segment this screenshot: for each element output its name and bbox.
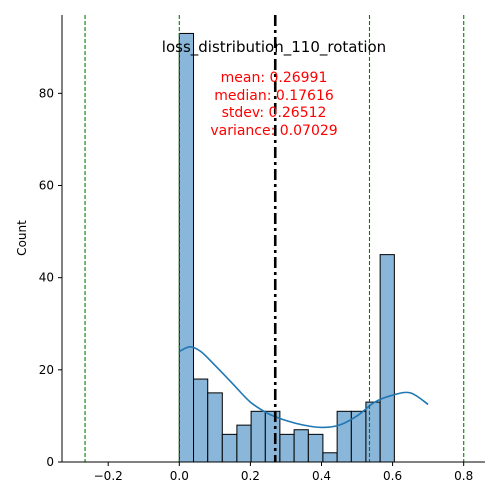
- histogram-bar-0: [178, 32, 195, 463]
- y-tick-label-0: 0: [46, 455, 54, 469]
- vertical-lines-layer: [84, 15, 465, 462]
- x-tick-label-1: 0.0: [170, 469, 189, 483]
- x-tick-label-0: −0.2: [94, 469, 123, 483]
- annotation-stdev: stdev: 0.26512: [222, 105, 327, 121]
- histogram-bar-6: [264, 410, 281, 463]
- histogram-bar-4: [236, 424, 252, 463]
- y-tick-label-3: 60: [39, 179, 54, 193]
- histogram-bar-7: [279, 433, 295, 463]
- histogram-bar-11: [336, 410, 352, 463]
- x-tick-label-3: 0.4: [312, 469, 331, 483]
- annotation-mean: mean: 0.26991: [221, 70, 328, 86]
- y-axis-label: Count: [15, 220, 29, 256]
- annotation-median: median: 0.17616: [214, 88, 334, 104]
- bars-layer: [178, 32, 395, 463]
- histogram-bar-14: [379, 254, 395, 463]
- y-tick-label-2: 40: [39, 271, 54, 285]
- x-tick-label-4: 0.6: [383, 469, 402, 483]
- histogram-bar-10: [322, 452, 338, 463]
- kde-layer: [178, 345, 429, 429]
- x-tick-label-2: 0.2: [241, 469, 260, 483]
- histogram-bar-8: [293, 429, 309, 463]
- histogram-bar-1: [193, 378, 209, 463]
- histogram-bar-5: [250, 410, 266, 463]
- stats-annotation: mean: 0.26991 median: 0.17616 stdev: 0.2…: [210, 70, 337, 139]
- axes-layer: −0.2 0.0 0.2 0.4 0.6 0.8 0 20 40 60 80: [39, 15, 485, 483]
- histogram-bar-2: [207, 392, 223, 463]
- histogram-bar-3: [221, 433, 238, 463]
- y-tick-label-4: 80: [39, 86, 54, 100]
- histogram-bar-13: [365, 401, 381, 463]
- histogram-bar-9: [307, 433, 324, 463]
- annotation-variance: variance: 0.07029: [210, 123, 337, 139]
- chart-title: loss_distribution_110_rotation: [162, 38, 386, 57]
- kde-curve: [178, 345, 429, 429]
- x-tick-label-5: 0.8: [454, 469, 473, 483]
- y-tick-label-1: 20: [39, 363, 54, 377]
